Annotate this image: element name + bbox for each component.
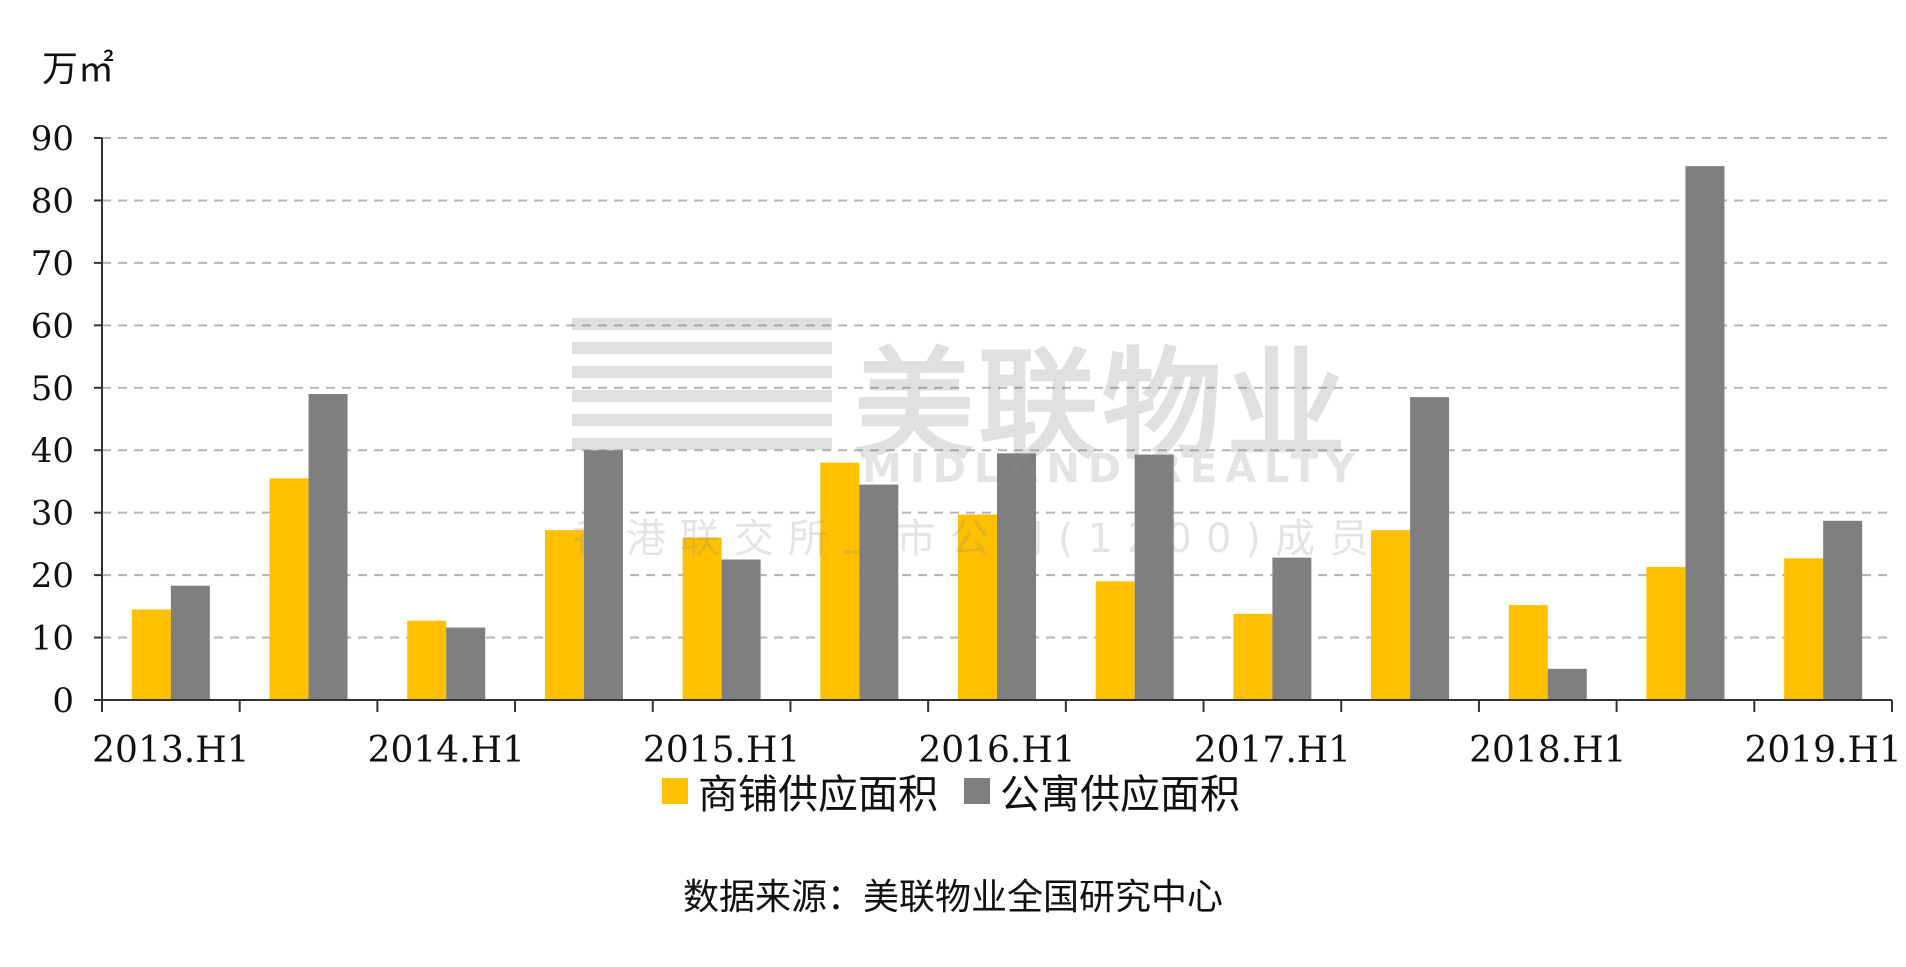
y-tick-label: 90 [31, 119, 74, 159]
bar-shops-2013.H1 [131, 609, 171, 700]
y-tick-label: 20 [31, 556, 74, 596]
bar-apartments-2018.H2 [1685, 166, 1725, 701]
x-tick-labels: 2013.H1 2014.H1 2015.H1 2016.H1 2017.H1 2018.… [92, 730, 1902, 771]
axes [94, 137, 1893, 712]
x-tick-label: 2013.H1 [92, 730, 249, 771]
bar-apartments-2013.H1 [170, 585, 210, 700]
bars [131, 166, 1863, 701]
legend-label-apartments: 公寓供应面积 [1000, 772, 1240, 818]
bar-shops-2016.H1 [958, 514, 997, 700]
bar-shops-2014.H1 [407, 620, 447, 700]
bar-shops-2015.H2 [820, 462, 860, 700]
y-tick-label: 50 [31, 369, 74, 409]
x-tick-label: 2014.H1 [368, 730, 525, 771]
y-tick-label: 10 [31, 619, 74, 659]
legend-swatch-apartments [964, 778, 990, 804]
bar-apartments-2017.H2 [1410, 397, 1450, 700]
y-tick-label: 60 [31, 306, 74, 346]
bar-shops-2014.H2 [544, 530, 584, 700]
bar-shops-2018.H1 [1508, 605, 1548, 700]
legend-swatch-shops [662, 778, 688, 804]
legend-label-shops: 商铺供应面积 [698, 772, 938, 818]
bar-apartments-2019.H1 [1823, 520, 1863, 700]
bar-apartments-2017.H1 [1272, 557, 1312, 700]
y-unit-label: 万㎡ [42, 49, 115, 90]
x-tick-label: 2015.H1 [643, 730, 800, 771]
y-tick-label: 30 [31, 494, 74, 534]
bar-shops-2015.H1 [682, 537, 722, 700]
y-tick-label: 70 [31, 244, 74, 284]
legend-item-apartments: 公寓供应面积 [964, 762, 1240, 820]
bar-shops-2017.H1 [1233, 613, 1273, 700]
x-tick-label: 2018.H1 [1469, 730, 1626, 771]
bar-shops-2019.H1 [1784, 558, 1824, 700]
bar-apartments-2014.H1 [446, 627, 486, 700]
legend-item-shops: 商铺供应面积 [662, 762, 938, 820]
bar-apartments-2016.H2 [1134, 454, 1174, 700]
bar-apartments-2015.H1 [721, 559, 761, 700]
bar-shops-2013.H2 [269, 478, 309, 700]
bar-apartments-2015.H2 [859, 484, 899, 700]
bar-shops-2017.H2 [1371, 530, 1411, 700]
x-tick-label: 2019.H1 [1744, 730, 1901, 771]
y-tick-label: 80 [31, 181, 74, 221]
y-tick-label: 40 [31, 431, 74, 471]
x-tick-label: 2017.H1 [1194, 730, 1351, 771]
bar-apartments-2013.H2 [308, 394, 348, 700]
y-tick-label: 0 [52, 681, 74, 721]
bar-shops-2018.H2 [1646, 566, 1686, 700]
x-tick-label: 2016.H1 [918, 730, 1075, 771]
gridlines [102, 137, 1892, 639]
bar-apartments-2014.H2 [583, 450, 623, 700]
y-tick-labels: 0 10 20 30 40 50 60 70 80 90 [31, 119, 74, 721]
bar-apartments-2018.H1 [1547, 668, 1587, 700]
source-note: 数据来源：美联物业全国研究中心 [682, 877, 1223, 918]
legend: 商铺供应面积 公寓供应面积 [662, 762, 1266, 820]
bar-shops-2016.H2 [1095, 581, 1135, 700]
bar-apartments-2016.H1 [997, 453, 1036, 700]
